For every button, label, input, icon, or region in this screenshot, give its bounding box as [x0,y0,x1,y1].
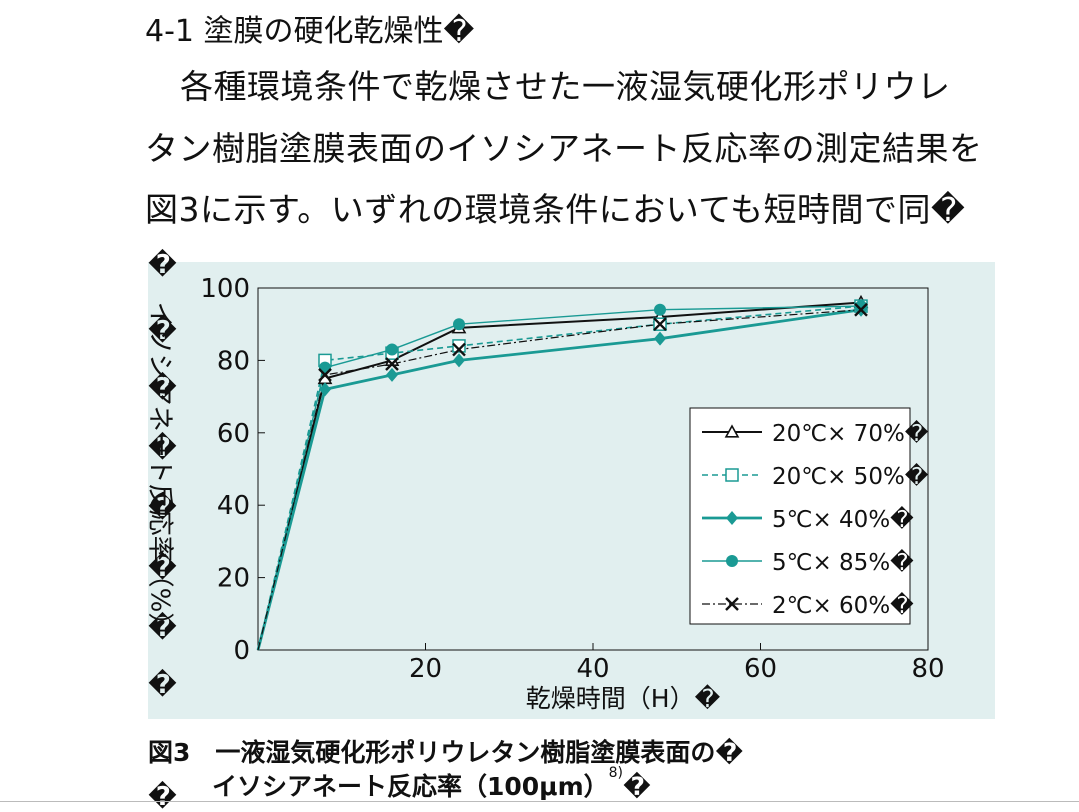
x-tick-label: 20 [409,654,442,684]
data-point [452,339,466,353]
legend-box [689,407,911,625]
y-tick-label: 40 [217,491,250,521]
data-point [725,597,739,611]
data-point [726,511,738,525]
y-tick-label: 0 [233,636,250,666]
y-tick-label: 100 [200,274,250,304]
data-point [854,302,868,317]
replacement-glyph: � [148,316,177,346]
data-point [654,331,666,346]
data-point [453,318,465,331]
replacement-glyph: � [148,373,177,403]
data-point [318,368,332,382]
figure-caption-line-2: イソシアネート反応率（100μm）8)� [212,765,651,803]
legend-label: 5℃× 85%� [772,548,914,576]
y-tick-label: 60 [217,419,250,449]
caption-text: イソシアネート反応率（100μm） [212,772,609,801]
legend-label: 20℃× 70%� [772,419,929,447]
legend-label: 20℃× 50%� [772,462,929,490]
data-point [724,424,740,438]
paragraph-line-1: 各種環境条件で乾燥させた一液湿気硬化形ポリウレ [180,67,951,106]
data-point [653,317,667,332]
data-point [386,367,398,382]
data-point [855,300,867,313]
data-point [385,357,399,371]
series-line [257,301,862,651]
x-axis-label: 乾燥時間（H）� [526,684,721,713]
legend-label: 5℃× 40%� [772,505,914,533]
data-point [725,468,739,482]
legend-label: 2℃× 60%� [772,591,914,619]
data-point [726,555,738,567]
figure-caption-line-1: 図3 一液湿気硬化形ポリウレタン樹脂塗膜表面の� [148,738,744,767]
data-point [453,353,465,368]
x-tick-label: 40 [576,654,609,684]
series-line [256,308,862,651]
x-tick-label: 80 [911,654,944,684]
x-tick-label: 60 [744,654,777,684]
replacement-glyph: � [148,433,177,463]
reference-superscript: 8) [608,765,624,781]
paragraph-line-2: タン樹脂塗膜表面のイソシアネート反応率の測定結果を [145,129,983,168]
paragraph-line-3: 図3に示す。いずれの環境条件においても短時間で同� [145,190,966,229]
caption-tail: � [623,772,651,801]
series-line [257,309,862,651]
page-divider [0,801,1079,802]
data-point [654,303,666,316]
replacement-glyph: � [148,613,177,643]
y-tick-label: 20 [217,564,250,594]
data-point [452,342,466,357]
replacement-glyph: � [148,250,177,280]
replacement-glyph: � [148,782,177,812]
data-point [386,343,398,356]
replacement-glyph: � [148,670,177,700]
replacement-glyph: � [148,493,177,523]
section-heading: 4-1 塗膜の硬化乾燥性� [145,14,475,49]
y-tick-label: 80 [217,346,250,376]
data-point [319,382,331,397]
replacement-glyph: � [148,553,177,583]
series-line [257,305,862,651]
